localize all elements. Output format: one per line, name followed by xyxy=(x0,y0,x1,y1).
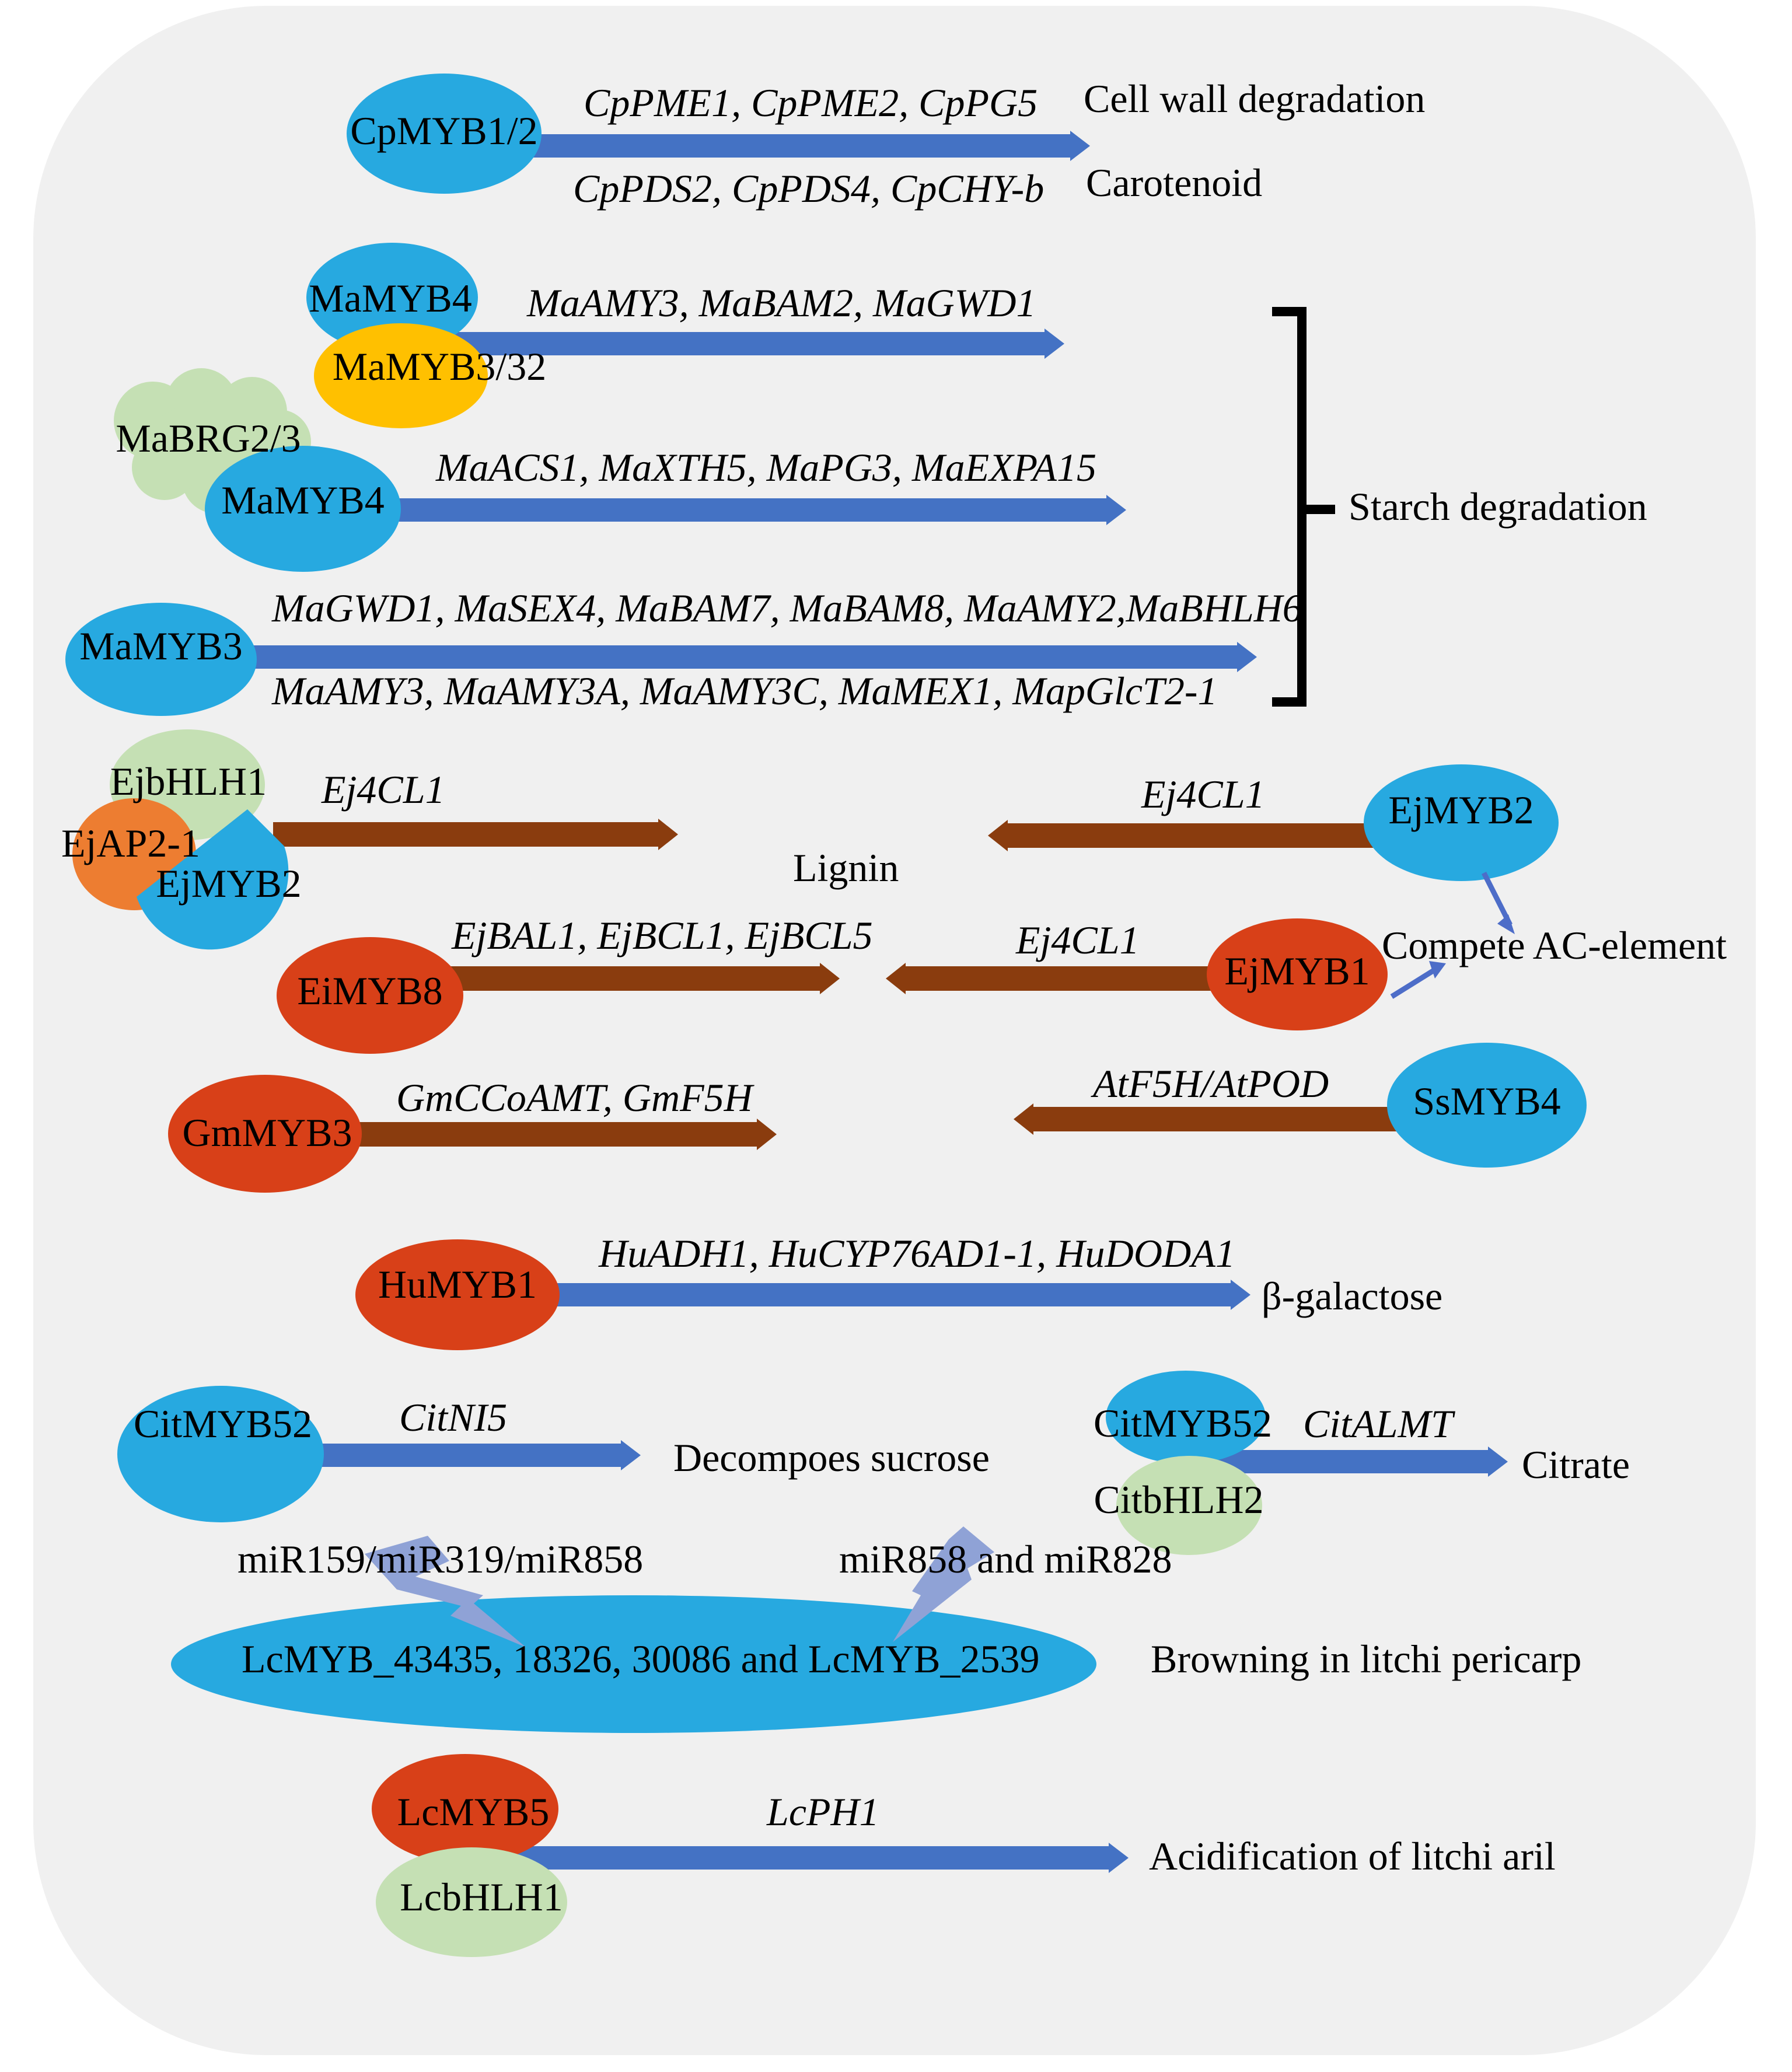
svg-text:Decompoes sucrose: Decompoes sucrose xyxy=(673,1435,990,1480)
svg-text:MaAMY3, MaBAM2, MaGWD1: MaAMY3, MaBAM2, MaGWD1 xyxy=(526,281,1036,325)
svg-text:EiMYB8: EiMYB8 xyxy=(297,969,442,1013)
svg-text:Starch degradation: Starch degradation xyxy=(1349,484,1647,529)
svg-text:CpPDS2, CpPDS4, CpCHY-b: CpPDS2, CpPDS4, CpCHY-b xyxy=(573,166,1044,211)
svg-text:MaMYB4: MaMYB4 xyxy=(221,478,385,522)
svg-text:CitNI5: CitNI5 xyxy=(399,1395,507,1439)
svg-text:Cell wall degradation: Cell wall degradation xyxy=(1084,76,1425,121)
svg-text:MaMYB3: MaMYB3 xyxy=(79,624,243,668)
svg-text:MaMYB3/32: MaMYB3/32 xyxy=(333,344,546,389)
svg-text:Ej4CL1: Ej4CL1 xyxy=(1015,918,1140,962)
svg-text:Carotenoid: Carotenoid xyxy=(1086,160,1262,205)
svg-text:EjMYB2: EjMYB2 xyxy=(1388,788,1533,832)
svg-text:MaACS1, MaXTH5, MaPG3, MaEXPA1: MaACS1, MaXTH5, MaPG3, MaEXPA15 xyxy=(435,445,1096,490)
svg-text:MaAMY3, MaAMY3A, MaAMY3C, MaME: MaAMY3, MaAMY3A, MaAMY3C, MaMEX1, MapGlc… xyxy=(271,669,1217,713)
svg-text:miR159/miR319/miR858: miR159/miR319/miR858 xyxy=(237,1537,643,1581)
svg-text:EjbHLH1: EjbHLH1 xyxy=(110,759,267,803)
svg-text:Lignin: Lignin xyxy=(793,845,899,890)
svg-text:MaMYB4: MaMYB4 xyxy=(309,276,472,320)
svg-text:GmMYB3: GmMYB3 xyxy=(183,1110,352,1155)
svg-text:HuMYB1: HuMYB1 xyxy=(378,1262,537,1306)
svg-text:EjAP2-1: EjAP2-1 xyxy=(61,821,200,865)
svg-text:Compete AC-element: Compete AC-element xyxy=(1382,923,1727,967)
svg-text:SsMYB4: SsMYB4 xyxy=(1413,1079,1560,1123)
svg-text:Citrate: Citrate xyxy=(1522,1442,1630,1487)
svg-text:HuADH1, HuCYP76AD1-1, HuDODA1: HuADH1, HuCYP76AD1-1, HuDODA1 xyxy=(598,1231,1235,1276)
svg-text:CitALMT: CitALMT xyxy=(1303,1402,1455,1446)
svg-text:β-galactose: β-galactose xyxy=(1262,1274,1442,1318)
svg-text:Acidification of litchi aril: Acidification of litchi aril xyxy=(1149,1834,1556,1878)
svg-text:Browning in litchi pericarp: Browning in litchi pericarp xyxy=(1151,1637,1581,1681)
svg-text:LcMYB5: LcMYB5 xyxy=(397,1790,550,1834)
svg-text:MaGWD1, MaSEX4, MaBAM7, MaBAM8: MaGWD1, MaSEX4, MaBAM7, MaBAM8, MaAMY2,M… xyxy=(271,586,1302,630)
svg-text:miR858 and miR828: miR858 and miR828 xyxy=(839,1537,1172,1581)
svg-text:CpMYB1/2: CpMYB1/2 xyxy=(350,109,537,153)
svg-text:Ej4CL1: Ej4CL1 xyxy=(321,767,445,812)
svg-text:LcMYB_43435, 18326, 30086 and: LcMYB_43435, 18326, 30086 and LcMYB_2539 xyxy=(242,1637,1039,1681)
svg-text:AtF5H/AtPOD: AtF5H/AtPOD xyxy=(1091,1061,1329,1106)
svg-text:EjBAL1, EjBCL1, EjBCL5: EjBAL1, EjBCL1, EjBCL5 xyxy=(451,913,873,958)
svg-text:GmCCoAMT, GmF5H: GmCCoAMT, GmF5H xyxy=(396,1075,755,1120)
svg-text:CitbHLH2: CitbHLH2 xyxy=(1094,1477,1264,1522)
svg-text:LcPH1: LcPH1 xyxy=(766,1790,879,1834)
svg-text:EjMYB2: EjMYB2 xyxy=(156,861,301,906)
svg-text:CitMYB52: CitMYB52 xyxy=(1094,1401,1272,1445)
svg-text:LcbHLH1: LcbHLH1 xyxy=(400,1875,563,1919)
svg-text:MaBRG2/3: MaBRG2/3 xyxy=(116,416,301,460)
svg-text:Ej4CL1: Ej4CL1 xyxy=(1141,772,1265,816)
svg-text:CitMYB52: CitMYB52 xyxy=(134,1402,312,1446)
svg-text:EjMYB1: EjMYB1 xyxy=(1224,949,1370,993)
svg-text:CpPME1, CpPME2, CpPG5: CpPME1, CpPME2, CpPG5 xyxy=(584,81,1038,125)
